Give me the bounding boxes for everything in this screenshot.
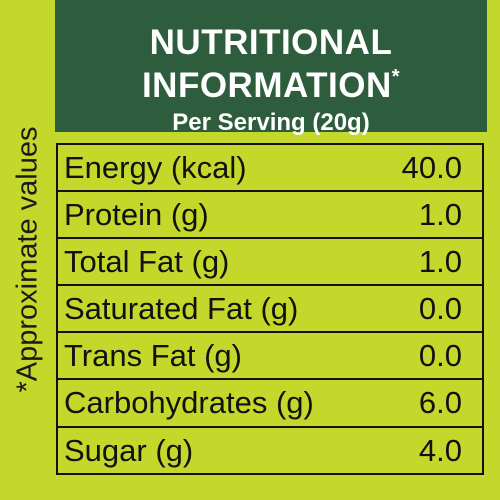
table-row: Carbohydrates (g) 6.0 (58, 380, 482, 428)
nutrient-name: Protein (g) (64, 196, 209, 232)
nutrient-name: Energy (kcal) (64, 149, 247, 185)
table-row: Sugar (g) 4.0 (58, 428, 482, 475)
nutrient-name: Carbohydrates (g) (64, 385, 314, 421)
title: INFORMATION* (55, 60, 487, 103)
nutrient-value: 6.0 (418, 385, 462, 421)
nutrient-value: 4.0 (418, 433, 462, 469)
side-note: *Approximate values (11, 126, 44, 393)
table-row: Total Fat (g) 1.0 (58, 239, 482, 287)
nutrient-name: Sugar (g) (64, 433, 194, 469)
nutrition-table: Energy (kcal) 40.0 Protein (g) 1.0 Total Fat… (56, 143, 484, 475)
nutrient-value: 1.0 (418, 196, 462, 232)
nutrient-name: Trans Fat (g) (64, 337, 242, 373)
table-row: Trans Fat (g) 0.0 (58, 333, 482, 381)
nutrient-value: 0.0 (418, 337, 462, 373)
nutrient-value: 40.0 (401, 149, 462, 185)
table-row: Energy (kcal) 40.0 (58, 145, 482, 193)
header: NUTRITIONAL INFORMATION* Per Serving (20… (55, 0, 487, 136)
table-row: Protein (g) 1.0 (58, 192, 482, 240)
nutrient-value: 0.0 (418, 290, 462, 326)
subtitle: Per Serving (20g) (172, 109, 370, 136)
nutrient-name: Saturated Fat (g) (64, 290, 299, 326)
asterisk: * (391, 66, 401, 88)
title: NUTRITIONAL (149, 23, 393, 62)
nutrient-value: 1.0 (418, 243, 462, 279)
nutrient-name: Total Fat (g) (64, 243, 230, 279)
table-row: Saturated Fat (g) 0.0 (58, 286, 482, 334)
title: INFORMATION (141, 66, 392, 105)
